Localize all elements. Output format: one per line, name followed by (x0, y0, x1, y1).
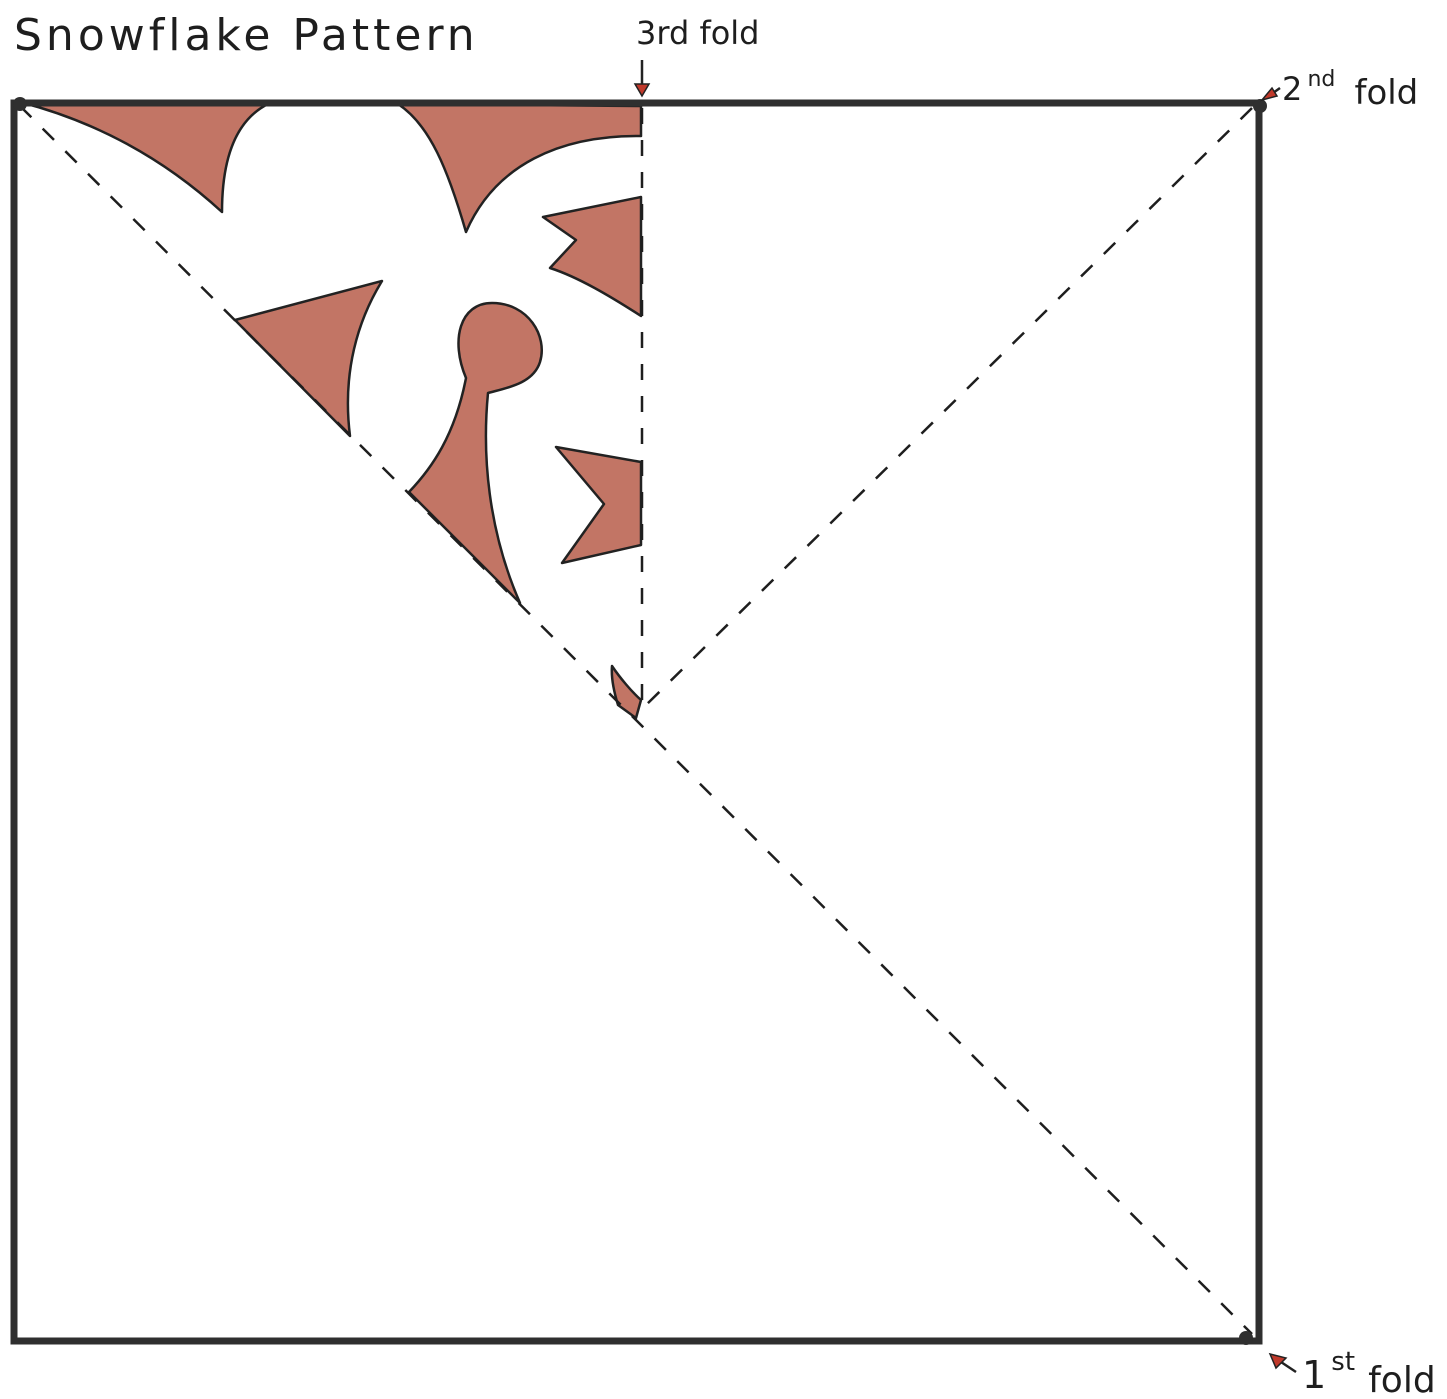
page-title: Snowflake Pattern (14, 10, 479, 61)
third-fold-arrow-icon (633, 60, 651, 98)
third-fold-label: 3rd fold (636, 14, 759, 52)
second-fold-label: 2 nd fold (1282, 67, 1418, 113)
cutout-shapes (18, 100, 643, 720)
first-fold-line (19, 105, 1253, 1335)
cutout-upper-notch (541, 195, 643, 318)
first-fold-suffix: st (1331, 1347, 1355, 1377)
second-fold-line (640, 107, 1253, 711)
corner-top-right (1253, 99, 1267, 113)
first-fold-number: 1 (1302, 1353, 1326, 1397)
cutout-top-left-crescent (18, 100, 270, 214)
second-fold-suffix: nd (1307, 67, 1335, 92)
corner-bottom-right (1239, 1331, 1253, 1345)
cutout-lower-notch (554, 445, 643, 565)
second-fold-arrow-icon (1259, 86, 1281, 102)
fold-lines (19, 105, 1253, 1335)
cutout-left-wedge (233, 279, 384, 438)
corner-top-left (13, 97, 27, 111)
cutout-top-middle-crescent (396, 102, 643, 234)
corner-markers (13, 97, 1267, 1345)
cutout-center-tip (610, 664, 643, 720)
cutout-teardrop (407, 301, 543, 605)
first-fold-arrow-icon (1268, 1352, 1297, 1374)
first-fold-word: fold (1368, 1360, 1436, 1399)
second-fold-word: fold (1354, 73, 1418, 113)
paper-square-outline (10, 99, 1263, 1345)
first-fold-label: 1 st fold (1302, 1347, 1436, 1399)
second-fold-number: 2 (1282, 70, 1302, 108)
